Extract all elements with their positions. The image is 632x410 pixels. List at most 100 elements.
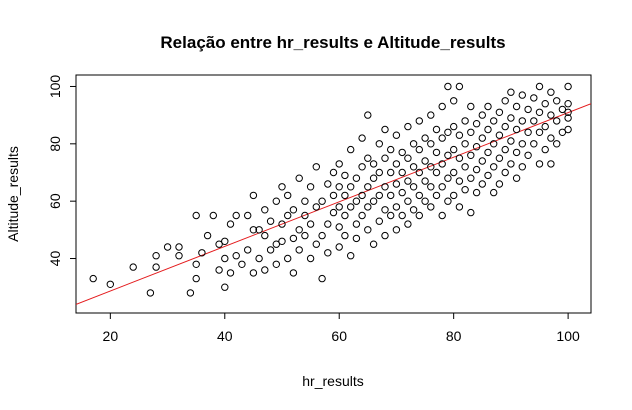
data-point (455, 82, 464, 91)
data-point (467, 102, 475, 111)
data-point (341, 191, 349, 200)
data-point (324, 180, 332, 188)
data-point (244, 211, 252, 220)
data-point (484, 171, 492, 180)
data-point (461, 140, 469, 148)
data-point (335, 203, 343, 211)
y-tick-label: 100 (47, 75, 63, 99)
data-point (255, 254, 263, 263)
data-point (541, 100, 549, 108)
data-point (375, 217, 383, 225)
data-point (541, 145, 549, 154)
data-point (381, 231, 389, 240)
data-point (318, 197, 326, 205)
data-point (347, 145, 355, 154)
data-point (306, 220, 315, 228)
data-point (450, 97, 458, 105)
data-point (472, 165, 481, 174)
data-point (484, 102, 492, 111)
data-point (541, 122, 549, 131)
data-point (341, 211, 349, 220)
data-point (249, 191, 258, 200)
data-point (450, 191, 458, 200)
data-point (278, 220, 286, 228)
data-point (358, 134, 366, 142)
data-point (438, 160, 446, 168)
data-point (146, 289, 155, 297)
data-point (530, 140, 538, 148)
data-point (495, 131, 504, 139)
data-point (512, 102, 521, 111)
data-point (518, 117, 526, 125)
data-point (312, 203, 320, 211)
data-point (278, 183, 286, 191)
data-point (535, 108, 544, 117)
data-point (530, 94, 538, 102)
data-point (512, 174, 521, 182)
data-point (289, 234, 298, 243)
data-point (409, 140, 418, 148)
data-point (524, 151, 532, 160)
data-point (427, 163, 435, 171)
data-point (381, 206, 389, 214)
data-point (221, 237, 229, 246)
data-point (467, 151, 475, 160)
data-point (490, 188, 498, 197)
data-point (284, 191, 292, 200)
data-point (455, 154, 464, 162)
data-point (415, 117, 423, 125)
data-point (558, 105, 567, 114)
data-point (381, 154, 389, 162)
data-point (398, 148, 406, 157)
data-point (364, 111, 372, 119)
data-point (478, 134, 486, 142)
data-point (295, 246, 303, 254)
data-point (341, 231, 349, 240)
data-point (392, 160, 401, 168)
data-point (432, 191, 441, 200)
data-point (450, 168, 458, 177)
data-point (358, 191, 366, 200)
data-point (409, 206, 418, 214)
data-point (518, 140, 526, 148)
data-point (455, 177, 464, 185)
data-point (347, 252, 355, 260)
data-point (444, 151, 452, 160)
x-axis-label: hr_results (302, 373, 363, 389)
data-point (369, 197, 378, 205)
data-point (289, 206, 298, 214)
data-point (535, 160, 544, 168)
y-axis-label: Altitude_results (5, 146, 21, 242)
data-point (501, 168, 509, 177)
data-point (381, 183, 389, 191)
data-point (392, 131, 401, 139)
data-point (421, 157, 429, 165)
data-point (535, 128, 544, 137)
data-point (484, 148, 492, 157)
data-point (106, 280, 115, 288)
data-point (444, 128, 452, 137)
data-point (484, 125, 492, 134)
data-point (553, 97, 561, 105)
data-point (341, 171, 349, 180)
points-layer (89, 82, 572, 297)
data-point (415, 145, 423, 154)
data-point (89, 274, 97, 283)
data-point (375, 168, 383, 177)
data-point (324, 249, 332, 257)
data-point (369, 160, 378, 168)
data-point (421, 134, 429, 142)
data-point (238, 260, 246, 268)
data-point (438, 134, 446, 142)
data-point (490, 117, 498, 125)
data-point (192, 260, 200, 268)
data-point (427, 183, 435, 191)
data-point (364, 154, 372, 162)
data-point (404, 220, 412, 228)
data-point (358, 211, 366, 220)
data-point (415, 168, 423, 177)
data-point (249, 269, 258, 277)
data-point (301, 231, 309, 240)
data-point (524, 105, 532, 114)
